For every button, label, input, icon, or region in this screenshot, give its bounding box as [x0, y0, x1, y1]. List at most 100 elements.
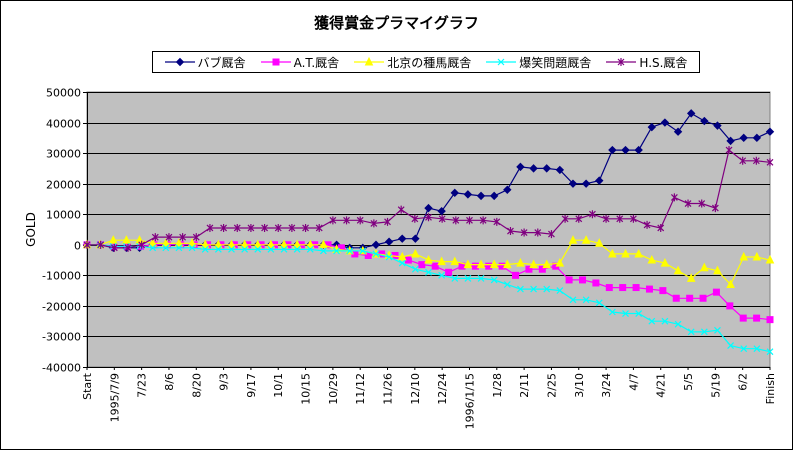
x-tick-label: 10/1 [272, 373, 285, 398]
data-point [214, 239, 223, 249]
x-tick-label: 8/6 [163, 373, 176, 391]
data-point [476, 191, 486, 201]
data-point [555, 165, 565, 175]
data-point [621, 145, 630, 155]
x-tick-label: 10/15 [300, 373, 313, 405]
data-point [165, 233, 173, 242]
x-tick-label: 1/28 [491, 373, 504, 398]
data-point [124, 243, 132, 252]
data-point [493, 217, 501, 226]
data-point [463, 190, 473, 199]
data-point [766, 158, 774, 167]
data-point [97, 240, 105, 249]
data-point [315, 223, 323, 232]
data-point [293, 245, 301, 253]
legend-item: A.T.厩舎 [260, 54, 339, 71]
legend-swatch [606, 58, 637, 66]
x-tick-label: 3/24 [600, 373, 613, 398]
x-tick-label: Finish [764, 373, 777, 404]
data-point [306, 245, 314, 253]
legend-item: H.S.厩舎 [606, 54, 687, 71]
y-tick-label: 40000 [46, 118, 81, 131]
data-point [463, 259, 473, 269]
x-tick-label: 10/29 [327, 373, 340, 405]
data-point [240, 239, 249, 249]
data-point [766, 348, 774, 356]
data-point [556, 287, 564, 295]
data-point [542, 164, 551, 173]
legend-label: 北京の種馬厩舎 [387, 55, 472, 70]
data-point [397, 205, 405, 214]
data-point [605, 284, 613, 292]
y-tick-label: 30000 [46, 148, 81, 161]
x-tick-label: Start [81, 372, 94, 400]
data-point [162, 244, 170, 252]
data-point [476, 259, 486, 269]
data-point [247, 223, 255, 232]
data-point [108, 235, 118, 244]
data-point [520, 228, 528, 237]
legend-swatch [354, 57, 385, 66]
legend-item: 北京の種馬厩舎 [354, 54, 471, 71]
data-point [686, 273, 696, 282]
x-tick-label: 9/3 [218, 373, 231, 391]
data-point [739, 133, 748, 143]
data-point [752, 133, 762, 143]
data-point [752, 251, 762, 261]
data-point [83, 240, 91, 249]
data-point [424, 254, 433, 264]
data-point [713, 265, 722, 275]
legend-swatch [260, 58, 291, 66]
data-point [372, 250, 380, 258]
data-point [438, 271, 446, 279]
data-point [632, 284, 640, 292]
x-tick-label: 2/25 [545, 373, 558, 398]
data-point [187, 238, 197, 247]
data-point [445, 268, 453, 276]
data-point [359, 247, 367, 255]
x-tick-label: 11/12 [354, 373, 367, 405]
data-point [555, 257, 565, 267]
data-point [464, 274, 472, 282]
data-point [582, 296, 590, 304]
data-point [502, 259, 512, 269]
data-point [726, 136, 735, 146]
data-point [569, 296, 577, 304]
data-point [765, 127, 775, 136]
x-tick-label: 3/10 [573, 373, 586, 398]
y-tick-label: -10000 [42, 270, 81, 283]
x-tick-label: 1995/7/9 [108, 373, 121, 422]
data-point [739, 314, 747, 322]
data-point [739, 251, 749, 261]
x-tick-label: 7/23 [136, 373, 149, 398]
data-point [319, 239, 328, 249]
legend-marker [272, 58, 280, 66]
legend-label: バブ厩舎 [197, 55, 246, 70]
data-point [542, 259, 552, 269]
data-point [398, 234, 407, 243]
data-point [466, 216, 473, 225]
plot-area [86, 91, 771, 368]
data-point [431, 262, 439, 270]
data-point [149, 244, 157, 252]
data-point [530, 285, 538, 293]
data-point [661, 317, 669, 325]
data-point [525, 265, 533, 273]
x-tick-label: 12/24 [436, 373, 449, 405]
data-point [629, 214, 637, 223]
data-point [385, 253, 393, 261]
data-point [220, 223, 228, 232]
data-point [595, 176, 604, 185]
data-point [543, 285, 551, 293]
data-point [200, 239, 210, 249]
data-point [622, 310, 629, 317]
data-point [179, 233, 187, 242]
data-point [645, 285, 653, 293]
x-tick-label: 5/5 [682, 373, 695, 391]
data-point [151, 233, 159, 242]
data-point [425, 268, 432, 276]
data-point [673, 127, 683, 136]
data-point [343, 216, 350, 225]
data-point [507, 227, 514, 236]
data-point [660, 118, 670, 127]
